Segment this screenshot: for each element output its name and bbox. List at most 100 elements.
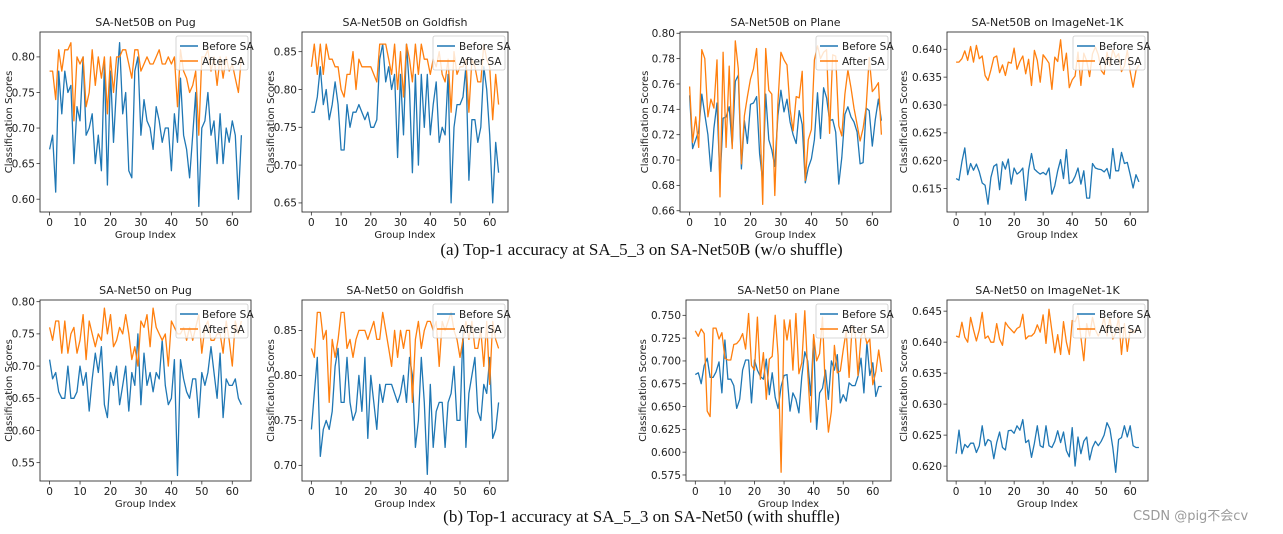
- x-tick-label: 50: [1094, 217, 1107, 229]
- x-tick-label: 40: [165, 217, 178, 229]
- series-line-after-sa: [688, 40, 883, 206]
- series-line-before-sa: [48, 333, 242, 477]
- y-tick-label: 0.85: [274, 325, 297, 337]
- x-tick-label: 50: [195, 486, 208, 498]
- y-tick-label: 0.68: [652, 180, 675, 192]
- legend-label: Before SA: [459, 41, 512, 53]
- legend: Before SA After SA: [1072, 35, 1152, 71]
- x-tick-label: 10: [334, 486, 347, 498]
- x-tick-label: 60: [483, 486, 496, 498]
- x-tick-label: 40: [1065, 486, 1078, 498]
- y-tick-label: 0.70: [652, 155, 675, 167]
- legend-label: Before SA: [1099, 309, 1152, 321]
- y-axis-label: Classification Scores: [899, 339, 910, 442]
- x-tick-label: 50: [195, 217, 208, 229]
- x-tick-label: 30: [1036, 486, 1049, 498]
- x-tick-label: 20: [1007, 217, 1020, 229]
- caption-a: (a) Top-1 accuracy at SA_5_3 on SA-Net50…: [440, 240, 843, 259]
- y-tick-label: 0.750: [651, 310, 681, 322]
- x-tick-label: 0: [46, 486, 53, 498]
- x-tick-label: 40: [424, 217, 437, 229]
- x-tick-label: 10: [73, 217, 86, 229]
- legend-label: Before SA: [202, 309, 255, 321]
- subplot: 0 10 20 30 40 50 60 0.620 0.625 0.630 0.635 0.640 0.…: [899, 284, 1152, 510]
- x-tick-label: 20: [748, 486, 761, 498]
- subplot: 0 10 20 30 40 50 60 0.65 0.70 0.75 0.80 0.85 SA-Net5…: [266, 16, 512, 241]
- subplot: 0 10 20 30 40 50 60 0.66 0.68 0.70 0.72 0.74 0.76 0.7…: [640, 16, 895, 241]
- y-tick-label: 0.70: [12, 361, 35, 373]
- x-tick-label: 10: [73, 486, 86, 498]
- y-tick-label: 0.85: [274, 46, 297, 58]
- y-tick-label: 0.60: [12, 425, 35, 437]
- x-axis-label: Group Index: [115, 230, 176, 241]
- y-tick-label: 0.65: [274, 198, 297, 210]
- x-tick-label: 50: [835, 217, 848, 229]
- legend: Before SA After SA: [432, 303, 512, 339]
- x-tick-label: 30: [134, 217, 147, 229]
- chart-title: SA-Net50B on Pug: [95, 16, 195, 29]
- chart-title: SA-Net50B on Plane: [730, 16, 840, 29]
- y-axis-label: Classification Scores: [266, 339, 277, 442]
- chart-title: SA-Net50B on Goldfish: [343, 16, 468, 29]
- legend-label: After SA: [842, 56, 885, 68]
- y-tick-label: 0.74: [652, 104, 676, 116]
- x-tick-label: 40: [805, 217, 818, 229]
- x-tick-label: 40: [165, 486, 178, 498]
- y-tick-label: 0.75: [274, 415, 297, 427]
- y-tick-label: 0.700: [651, 356, 681, 368]
- legend-label: After SA: [1099, 324, 1142, 336]
- y-tick-label: 0.625: [912, 128, 942, 140]
- x-tick-label: 20: [1007, 486, 1020, 498]
- x-tick-label: 20: [364, 486, 377, 498]
- y-tick-label: 0.625: [651, 424, 681, 436]
- x-tick-label: 0: [308, 486, 315, 498]
- y-tick-label: 0.66: [652, 206, 676, 218]
- x-tick-label: 50: [1094, 486, 1107, 498]
- legend-label: After SA: [1099, 56, 1142, 68]
- y-tick-label: 0.65: [12, 393, 35, 405]
- series-line-before-sa: [48, 42, 243, 207]
- x-tick-label: 40: [1065, 217, 1078, 229]
- series-line-after-sa: [310, 43, 500, 121]
- y-tick-label: 0.60: [12, 194, 35, 206]
- y-tick-label: 0.620: [912, 461, 942, 473]
- y-tick-label: 0.55: [12, 457, 35, 469]
- x-tick-label: 50: [453, 486, 466, 498]
- series-line-before-sa: [955, 147, 1140, 205]
- x-tick-label: 10: [978, 486, 991, 498]
- x-axis-label: Group Index: [755, 230, 816, 241]
- legend-label: Before SA: [842, 309, 895, 321]
- x-axis-label: Group Index: [758, 499, 819, 510]
- x-tick-label: 10: [334, 217, 347, 229]
- x-tick-label: 0: [308, 217, 315, 229]
- y-tick-label: 0.70: [12, 123, 35, 135]
- x-tick-label: 60: [866, 486, 879, 498]
- y-tick-label: 0.75: [274, 122, 297, 134]
- legend: Before SA After SA: [815, 35, 895, 71]
- x-axis-label: Group Index: [374, 499, 435, 510]
- x-tick-label: 10: [978, 217, 991, 229]
- axes-frame: [301, 31, 509, 213]
- chart-title: SA-Net50 on Plane: [737, 284, 840, 297]
- x-tick-label: 60: [226, 217, 239, 229]
- y-axis-label: Classification Scores: [899, 71, 910, 174]
- y-tick-label: 0.600: [651, 447, 681, 459]
- subplot: 0 10 20 30 40 50 60 0.575 0.600 0.625 0.650 0.675 0.…: [638, 284, 895, 510]
- chart-title: SA-Net50 on ImageNet-1K: [975, 284, 1120, 297]
- y-tick-label: 0.635: [912, 72, 942, 84]
- y-tick-label: 0.630: [912, 100, 942, 112]
- legend-label: Before SA: [842, 41, 895, 53]
- x-tick-label: 40: [807, 486, 820, 498]
- legend: Before SA After SA: [1072, 303, 1152, 339]
- x-tick-label: 30: [774, 217, 787, 229]
- x-tick-label: 0: [953, 486, 960, 498]
- legend-label: After SA: [202, 324, 245, 336]
- series-line-before-sa: [310, 329, 500, 475]
- subplot: 0 10 20 30 40 50 60 0.615 0.620 0.625 0.630 0.635 0.…: [899, 16, 1152, 241]
- y-tick-label: 0.80: [12, 52, 35, 64]
- subplot: 0 10 20 30 40 50 60 0.70 0.75 0.80 0.85 SA-Net50 on…: [266, 284, 512, 510]
- y-tick-label: 0.75: [12, 87, 35, 99]
- x-tick-label: 60: [866, 217, 879, 229]
- y-tick-label: 0.80: [274, 84, 297, 96]
- series-line-before-sa: [694, 337, 882, 431]
